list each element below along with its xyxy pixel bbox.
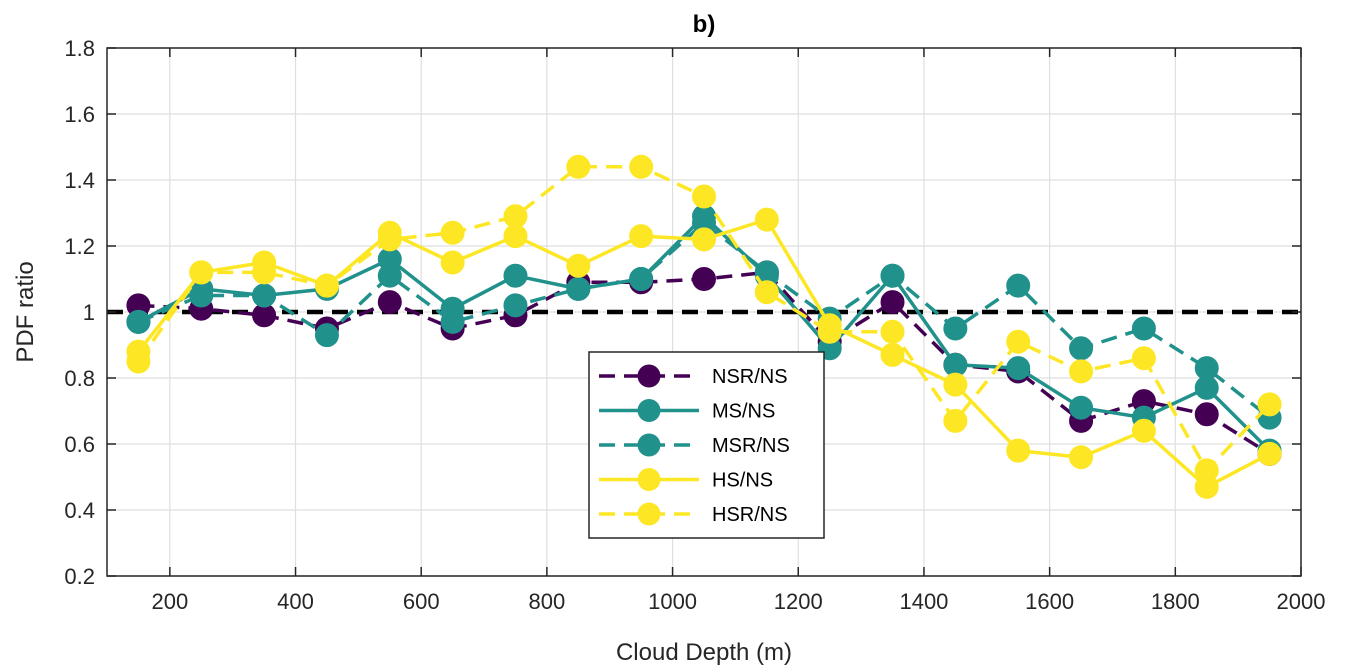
data-point [943,408,968,433]
data-point [1194,402,1219,427]
data-point [1006,273,1031,298]
data-point [503,293,528,318]
data-point [252,260,277,285]
data-point [1006,356,1031,381]
data-point [692,227,716,252]
y-tick-label: 0.6 [64,432,95,457]
data-point [440,250,465,275]
x-tick-label: 1000 [648,589,697,614]
legend-marker [637,468,661,491]
x-tick-label: 1200 [774,589,823,614]
legend-item: HS/NS [599,468,773,492]
data-point [377,227,402,252]
legend-item: MSR/NS [599,433,790,457]
y-axis-label: PDF ratio [12,261,39,362]
data-point [692,184,716,209]
data-point [754,207,779,232]
legend-label: HS/NS [712,470,773,492]
legend: NSR/NS MS/NS MSR/NS HS/NS HSR/NS [588,351,825,539]
legend-marker [637,364,661,388]
legend-label: MSR/NS [712,435,790,457]
y-tick-label: 0.4 [64,498,95,523]
data-point [252,283,277,308]
data-point [1131,418,1156,443]
data-point [1069,336,1094,361]
data-point [189,283,214,308]
data-point [629,224,654,249]
data-point [880,342,905,367]
data-point [1069,445,1094,470]
y-tick-label: 1.8 [64,36,95,61]
data-point [1006,329,1031,354]
legend-item: HSR/NS [599,502,788,526]
data-point [1257,392,1282,417]
legend-label: MS/NS [712,401,775,423]
x-tick-label: 1400 [899,589,948,614]
series-msr-ns [126,210,1282,430]
x-tick-label: 200 [151,589,188,614]
data-point [503,263,528,288]
x-tick-label: 800 [529,589,566,614]
data-point [440,220,465,245]
data-point [629,154,654,179]
legend-marker [637,433,661,457]
data-point [440,309,465,334]
data-point [943,316,968,341]
y-tick-label: 1.4 [64,168,95,193]
data-point [377,263,402,288]
data-point [1069,359,1094,384]
y-tick-label: 0.8 [64,366,95,391]
x-axis-label: Cloud Depth (m) [616,639,792,666]
data-point [566,276,591,301]
data-point [1131,346,1156,371]
data-point [566,154,591,179]
data-point [314,323,339,348]
legend-marker [637,502,661,526]
data-point [1257,441,1282,466]
y-tick-label: 0.2 [64,564,95,589]
data-point [629,267,654,291]
axis-ticks: 200 400 600 800 1000 1200 1400 1600 1800 2000 0.2 0… [64,36,1325,614]
data-point [189,260,214,285]
data-point [377,290,402,315]
data-point [126,309,151,334]
data-point [1194,458,1219,483]
series-layer [126,154,1282,499]
x-tick-label: 1800 [1151,589,1200,614]
y-tick-label: 1 [83,300,95,325]
legend-label: NSR/NS [712,366,788,388]
y-tick-label: 1.6 [64,102,95,127]
legend-item: NSR/NS [599,364,788,388]
data-point [126,349,151,374]
legend-marker [637,399,661,422]
x-tick-label: 1600 [1025,589,1074,614]
data-point [880,290,905,315]
data-point [943,372,968,397]
series-hsr-ns [126,154,1282,483]
x-tick-label: 2000 [1277,589,1326,614]
legend-item: MS/NS [599,399,775,423]
data-point [1069,395,1094,420]
data-point [1194,356,1219,381]
y-tick-label: 1.2 [64,234,95,259]
data-point [503,204,528,229]
data-point [880,263,905,288]
data-point [817,319,842,344]
x-tick-label: 400 [277,589,314,614]
data-point [566,253,591,278]
data-point [314,273,339,298]
data-point [1006,438,1031,463]
x-tick-label: 600 [403,589,440,614]
data-point [754,280,779,305]
data-point [880,319,905,344]
data-point [692,267,716,291]
data-point [1131,316,1156,341]
chart-title: b) [693,11,716,38]
legend-label: HSR/NS [712,504,788,526]
